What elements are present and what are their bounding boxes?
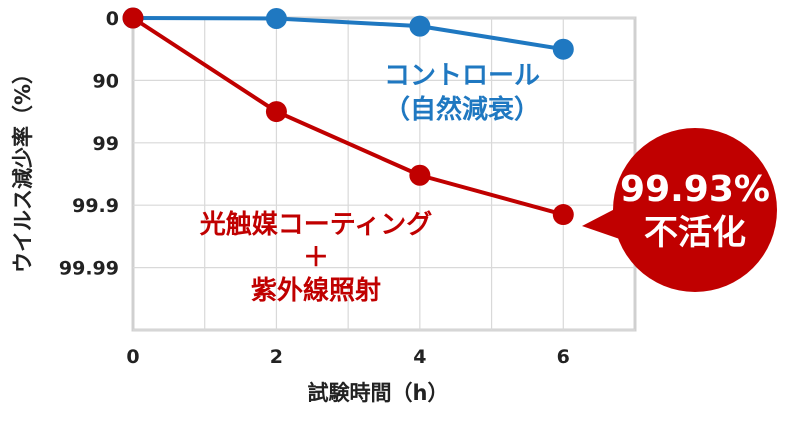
series-2-point [552,204,574,226]
series-2-point [409,164,431,186]
series-line-2 [131,16,564,217]
y-tick-label: 99 [93,133,119,155]
gridlines [133,17,635,331]
callout-label: 不活化 [644,213,746,253]
series-lines [131,16,564,217]
callout-bubble: 99.93% 不活化 [582,128,777,292]
x-tick-label: 4 [413,346,426,368]
series-points [122,7,574,226]
series-2-point [265,101,287,123]
x-tick-label: 0 [126,346,139,368]
series-line-1 [132,16,564,52]
treated-annotation-line2: ＋ [303,243,329,273]
control-annotation-line1: コントロール [384,61,540,91]
series-1-point [265,7,287,29]
x-tick-label: 6 [557,346,570,368]
control-annotation-line2: （自然減衰） [384,94,540,125]
treated-annotation-line3: 紫外線照射 [251,275,381,306]
callout-circle [613,128,777,292]
x-axis-ticks: 0 2 4 6 [126,346,570,368]
x-tick-label: 2 [270,346,283,368]
series-1-point [552,38,574,60]
y-tick-label: 0 [106,8,119,30]
x-axis-title: 試験時間（h） [308,381,449,405]
y-tick-label: 90 [93,70,119,92]
series-1-point [409,15,431,37]
y-axis-title: ウイルス減少率（%） [11,63,35,273]
y-tick-label: 99.9 [72,195,119,217]
series-2-point [122,7,144,29]
y-axis-ticks: 0 90 99 99.9 99.99 [59,8,119,280]
callout-value: 99.93% [620,169,770,210]
y-tick-label: 99.99 [59,258,119,280]
treated-annotation-line1: 光触媒コーティング [199,210,432,240]
